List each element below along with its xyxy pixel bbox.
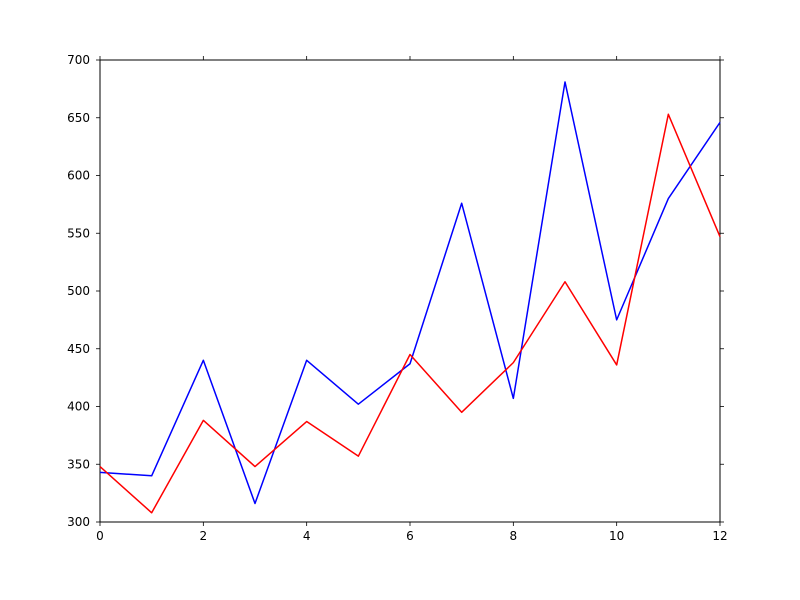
y-axis-ticks	[96, 60, 724, 522]
y-axis-labels: 300 350 400 450 500 550 600 650 700	[67, 53, 90, 529]
y-tick-label: 300	[67, 515, 90, 529]
x-tick-label: 12	[712, 529, 727, 543]
plot-border	[100, 60, 720, 522]
y-tick-label: 400	[67, 400, 90, 414]
series-lines	[100, 82, 720, 513]
x-tick-label: 0	[96, 529, 104, 543]
y-tick-label: 600	[67, 169, 90, 183]
x-tick-label: 6	[406, 529, 414, 543]
series-red	[100, 114, 720, 512]
y-tick-label: 650	[67, 111, 90, 125]
x-tick-label: 4	[303, 529, 311, 543]
y-tick-label: 700	[67, 53, 90, 67]
chart-container: 0 2 4 6 8 10 12 300 350 400 450 500 550 600 650 700	[0, 0, 800, 600]
x-tick-label: 10	[609, 529, 624, 543]
x-tick-label: 8	[510, 529, 518, 543]
y-tick-label: 500	[67, 284, 90, 298]
y-tick-label: 350	[67, 457, 90, 471]
x-axis-ticks	[100, 56, 720, 526]
x-axis-labels: 0 2 4 6 8 10 12	[96, 529, 727, 543]
line-chart: 0 2 4 6 8 10 12 300 350 400 450 500 550 600 650 700	[0, 0, 800, 600]
x-tick-label: 2	[200, 529, 208, 543]
y-tick-label: 450	[67, 342, 90, 356]
y-tick-label: 550	[67, 226, 90, 240]
